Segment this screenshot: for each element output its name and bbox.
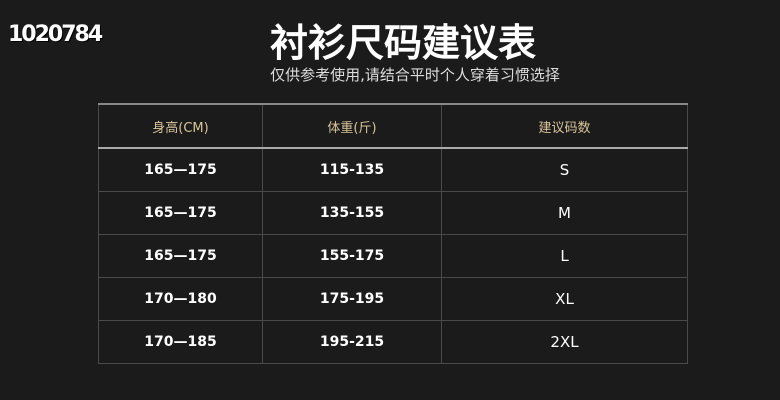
cell-weight: 155-175 (262, 234, 442, 278)
cell-size: L (441, 234, 688, 278)
cell-size: S (441, 147, 688, 192)
table-row: 170—180 175-195 XL (98, 277, 688, 321)
cell-height: 165—175 (98, 191, 263, 235)
cell-weight: 135-155 (262, 191, 442, 235)
table-row: 165—175 135-155 M (98, 191, 688, 235)
subtitle: 仅供参考使用,请结合平时个人穿着习惯选择 (270, 66, 560, 84)
cell-size: 2XL (441, 320, 688, 364)
cell-size: M (441, 191, 688, 235)
size-table: 身高(CM) 体重(斤) 建议码数 165—175 115-135 S 165—17… (98, 103, 688, 364)
table-header: 身高(CM) 体重(斤) 建议码数 (98, 103, 688, 149)
cell-weight: 175-195 (262, 277, 442, 321)
header-weight: 体重(斤) (262, 103, 442, 149)
cell-weight: 195-215 (262, 320, 442, 364)
cell-weight: 115-135 (262, 147, 442, 192)
cell-height: 170—185 (98, 320, 263, 364)
cell-height: 165—175 (98, 147, 263, 192)
table-row: 165—175 115-135 S (98, 147, 688, 192)
page-title: 衬衫尺码建议表 (269, 21, 536, 65)
cell-size: XL (441, 277, 688, 321)
cell-height: 170—180 (98, 277, 263, 321)
header-size: 建议码数 (441, 103, 688, 149)
table-row: 170—185 195-215 2XL (98, 320, 688, 364)
cell-height: 165—175 (98, 234, 263, 278)
table-row: 165—175 155-175 L (98, 234, 688, 278)
watermark-number: 1020784 (8, 22, 103, 47)
header-height: 身高(CM) (98, 103, 263, 149)
